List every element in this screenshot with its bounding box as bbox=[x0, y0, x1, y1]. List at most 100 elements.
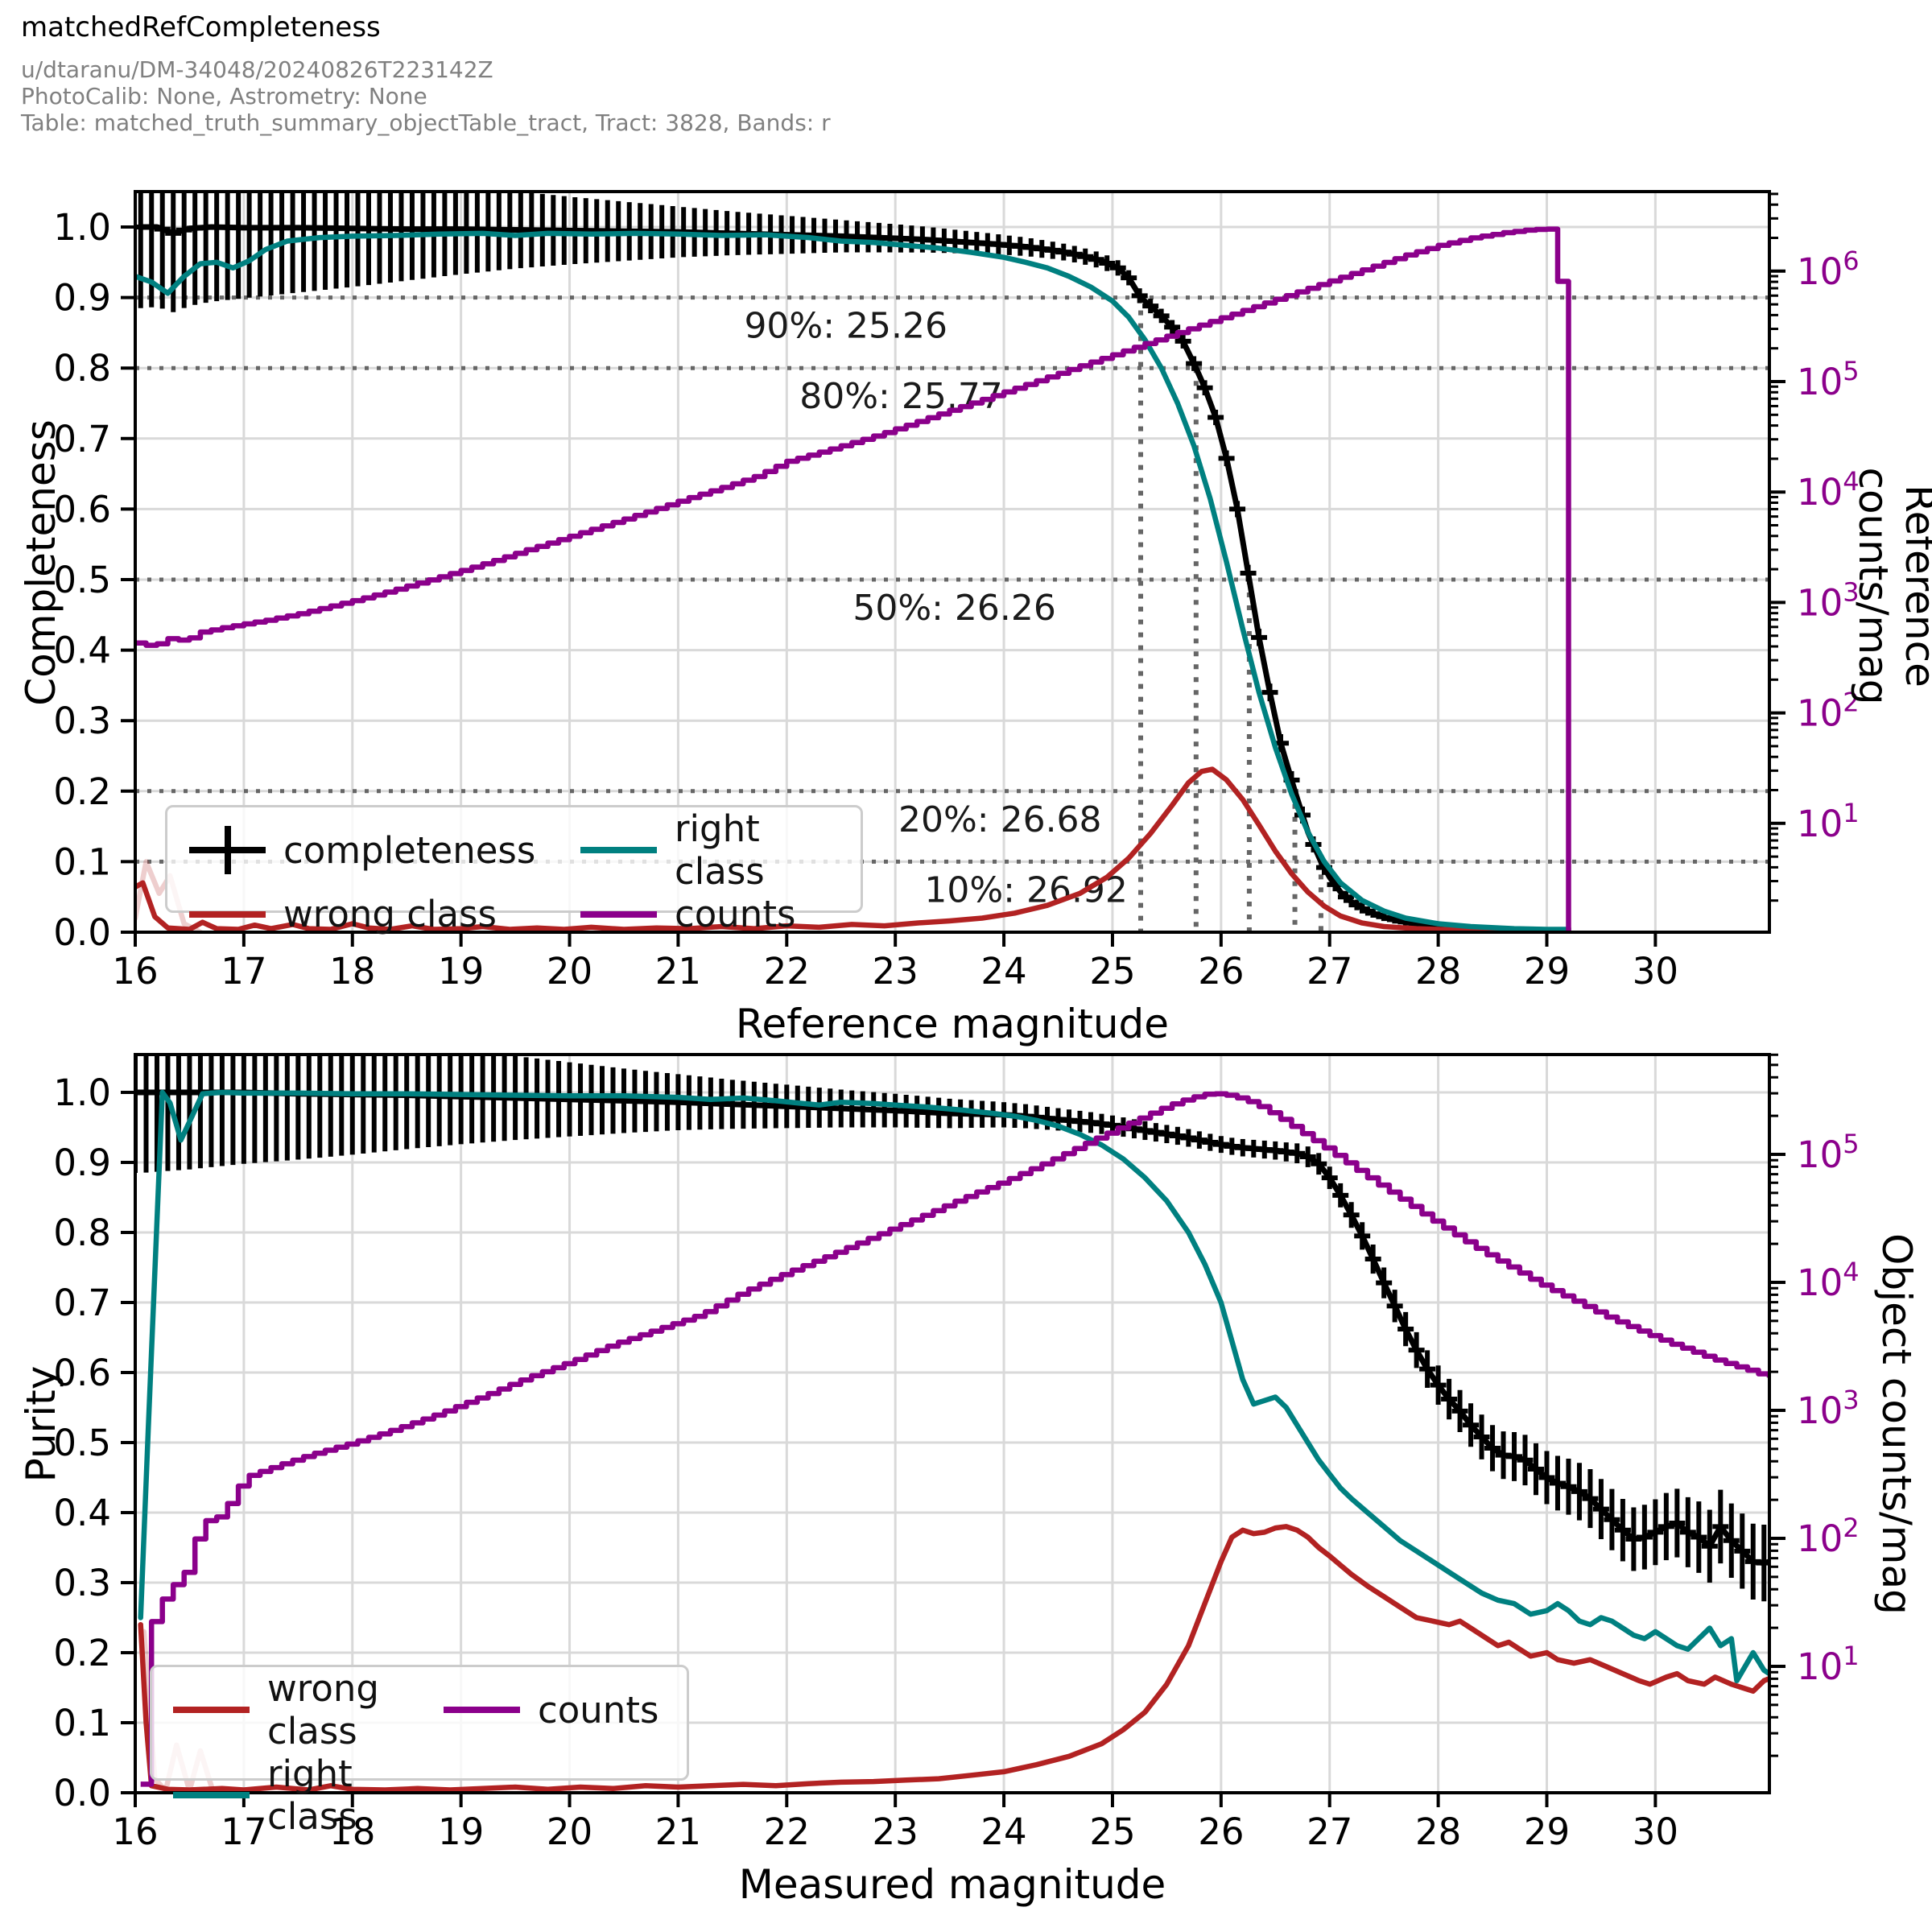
svg-text:103: 103 bbox=[1797, 1385, 1860, 1432]
svg-text:17: 17 bbox=[221, 950, 266, 993]
svg-text:0.8: 0.8 bbox=[53, 347, 111, 390]
legend-item-counts: counts bbox=[580, 893, 861, 935]
svg-text:0.3: 0.3 bbox=[53, 700, 111, 742]
svg-text:0.6: 0.6 bbox=[53, 1352, 111, 1394]
counts-curve bbox=[140, 1091, 1769, 1787]
threshold-label-50%: 50%: 26.26 bbox=[852, 588, 1056, 629]
svg-text:19: 19 bbox=[438, 950, 484, 993]
svg-text:20: 20 bbox=[547, 1810, 592, 1853]
svg-text:29: 29 bbox=[1524, 1810, 1570, 1853]
y-axis-ticks: 0.0 0.1 0.2 0.3 0.4 0.5 0.6 0.7 0.8 0.9 1.0 bbox=[53, 1071, 135, 1814]
svg-text:0.8: 0.8 bbox=[53, 1212, 111, 1254]
svg-text:0.5: 0.5 bbox=[53, 1422, 111, 1464]
right-class-swatch-icon bbox=[580, 847, 657, 853]
svg-text:29: 29 bbox=[1524, 950, 1570, 993]
svg-text:22: 22 bbox=[764, 950, 810, 993]
subtitle-run-id: u/dtaranu/DM-34048/20240826T223142Z bbox=[21, 56, 493, 83]
svg-text:20: 20 bbox=[547, 950, 592, 993]
threshold-label-90%: 90%: 25.26 bbox=[744, 306, 947, 347]
legend-item-wrong-class: wrong class bbox=[173, 1667, 444, 1752]
x-axis-ticks: 16 17 18 19 20 21 22 23 24 25 26 27 28 29 30 bbox=[112, 932, 1678, 993]
svg-text:1.0: 1.0 bbox=[53, 1071, 111, 1114]
wrong-class-swatch-icon bbox=[189, 910, 266, 918]
y-axis-ticks: 0.0 0.1 0.2 0.3 0.4 0.5 0.6 0.7 0.8 0.9 1.0 bbox=[53, 206, 135, 954]
svg-text:26: 26 bbox=[1198, 950, 1244, 993]
figure-header: matchedRefCompleteness u/dtaranu/DM-3404… bbox=[21, 11, 831, 136]
svg-text:18: 18 bbox=[329, 1810, 375, 1853]
svg-text:21: 21 bbox=[655, 1810, 701, 1853]
threshold-annotations: 90%: 25.26 80%: 25.77 50%: 26.26 20%: 26.68… bbox=[135, 295, 1769, 932]
bottom-x-axis-label: Measured magnitude bbox=[738, 1861, 1166, 1908]
right-class-curve bbox=[138, 1089, 1769, 1684]
svg-text:17: 17 bbox=[221, 1810, 266, 1853]
svg-text:0.7: 0.7 bbox=[53, 1282, 111, 1324]
legend-label: completeness bbox=[283, 828, 536, 872]
right-class-swatch-icon bbox=[173, 1792, 250, 1798]
svg-text:0.2: 0.2 bbox=[53, 770, 111, 813]
legend-item-completeness: completeness bbox=[189, 826, 580, 874]
legend-item-right-class: right class bbox=[580, 807, 861, 893]
legend-label: counts bbox=[538, 1688, 659, 1732]
top-x-axis-label: Reference magnitude bbox=[735, 1001, 1170, 1047]
subtitle-table: Table: matched_truth_summary_objectTable… bbox=[21, 109, 831, 136]
wrong-class-faint-curve bbox=[135, 859, 204, 932]
bottom-legend: wrong class right class counts bbox=[150, 1665, 689, 1838]
svg-text:0.7: 0.7 bbox=[53, 418, 111, 460]
wrong-class-curve bbox=[138, 1524, 1769, 1793]
svg-text:101: 101 bbox=[1797, 798, 1860, 845]
counts-curve bbox=[135, 226, 1571, 932]
svg-text:23: 23 bbox=[873, 1810, 919, 1853]
svg-text:0.6: 0.6 bbox=[53, 488, 111, 530]
svg-text:0.9: 0.9 bbox=[53, 277, 111, 320]
svg-text:101: 101 bbox=[1797, 1641, 1860, 1688]
svg-text:0.4: 0.4 bbox=[53, 1492, 111, 1534]
svg-text:30: 30 bbox=[1633, 950, 1678, 993]
svg-text:26: 26 bbox=[1198, 1810, 1244, 1853]
svg-text:1.0: 1.0 bbox=[53, 206, 111, 249]
legend-item-right-class: right class bbox=[173, 1752, 444, 1838]
top-legend: completeness wrong class right class cou… bbox=[165, 805, 863, 935]
gridlines bbox=[135, 192, 1769, 932]
bottom-plot-area: 16 17 18 19 20 21 22 23 24 25 26 27 28 29 300.00.10.20… bbox=[53, 1053, 1860, 1853]
legend-label: right class bbox=[267, 1752, 357, 1838]
svg-text:0.2: 0.2 bbox=[53, 1632, 111, 1674]
top-y-axis-label: Completeness bbox=[18, 419, 64, 706]
legend-label: wrong class bbox=[283, 893, 497, 935]
counts-swatch-icon bbox=[580, 910, 657, 918]
svg-text:27: 27 bbox=[1307, 950, 1352, 993]
svg-text:25: 25 bbox=[1089, 1810, 1135, 1853]
svg-text:28: 28 bbox=[1415, 950, 1461, 993]
svg-text:25: 25 bbox=[1089, 950, 1135, 993]
legend-item-wrong-class: wrong class bbox=[189, 893, 580, 935]
svg-text:24: 24 bbox=[980, 1810, 1026, 1853]
svg-text:0.9: 0.9 bbox=[53, 1141, 111, 1184]
x-axis-ticks: 16 17 18 19 20 21 22 23 24 25 26 27 28 29 30 bbox=[112, 1793, 1678, 1853]
legend-label: counts bbox=[675, 893, 796, 935]
subtitle-calib: PhotoCalib: None, Astrometry: None bbox=[21, 83, 427, 109]
right-class-curve bbox=[135, 230, 1570, 932]
svg-text:16: 16 bbox=[112, 1810, 158, 1853]
svg-text:0.1: 0.1 bbox=[53, 1702, 111, 1744]
svg-text:18: 18 bbox=[329, 950, 375, 993]
svg-text:24: 24 bbox=[980, 950, 1026, 993]
bottom-y2-axis-label: Object counts/mag bbox=[1873, 1233, 1920, 1615]
svg-text:23: 23 bbox=[873, 950, 919, 993]
svg-text:0.1: 0.1 bbox=[53, 840, 111, 883]
svg-text:30: 30 bbox=[1633, 1810, 1678, 1853]
svg-text:16: 16 bbox=[112, 950, 158, 993]
page-title: matchedRefCompleteness bbox=[21, 11, 381, 43]
completeness-swatch-icon bbox=[189, 826, 266, 874]
counts-swatch-icon bbox=[444, 1707, 520, 1713]
svg-text:22: 22 bbox=[764, 1810, 810, 1853]
wrong-class-swatch-icon bbox=[173, 1707, 250, 1713]
svg-text:28: 28 bbox=[1415, 1810, 1461, 1853]
plot-border bbox=[134, 190, 1771, 934]
svg-text:21: 21 bbox=[655, 950, 701, 993]
svg-text:0.0: 0.0 bbox=[53, 911, 111, 954]
legend-label: right class bbox=[675, 807, 765, 893]
svg-text:19: 19 bbox=[438, 1810, 484, 1853]
svg-text:0.0: 0.0 bbox=[53, 1772, 111, 1814]
